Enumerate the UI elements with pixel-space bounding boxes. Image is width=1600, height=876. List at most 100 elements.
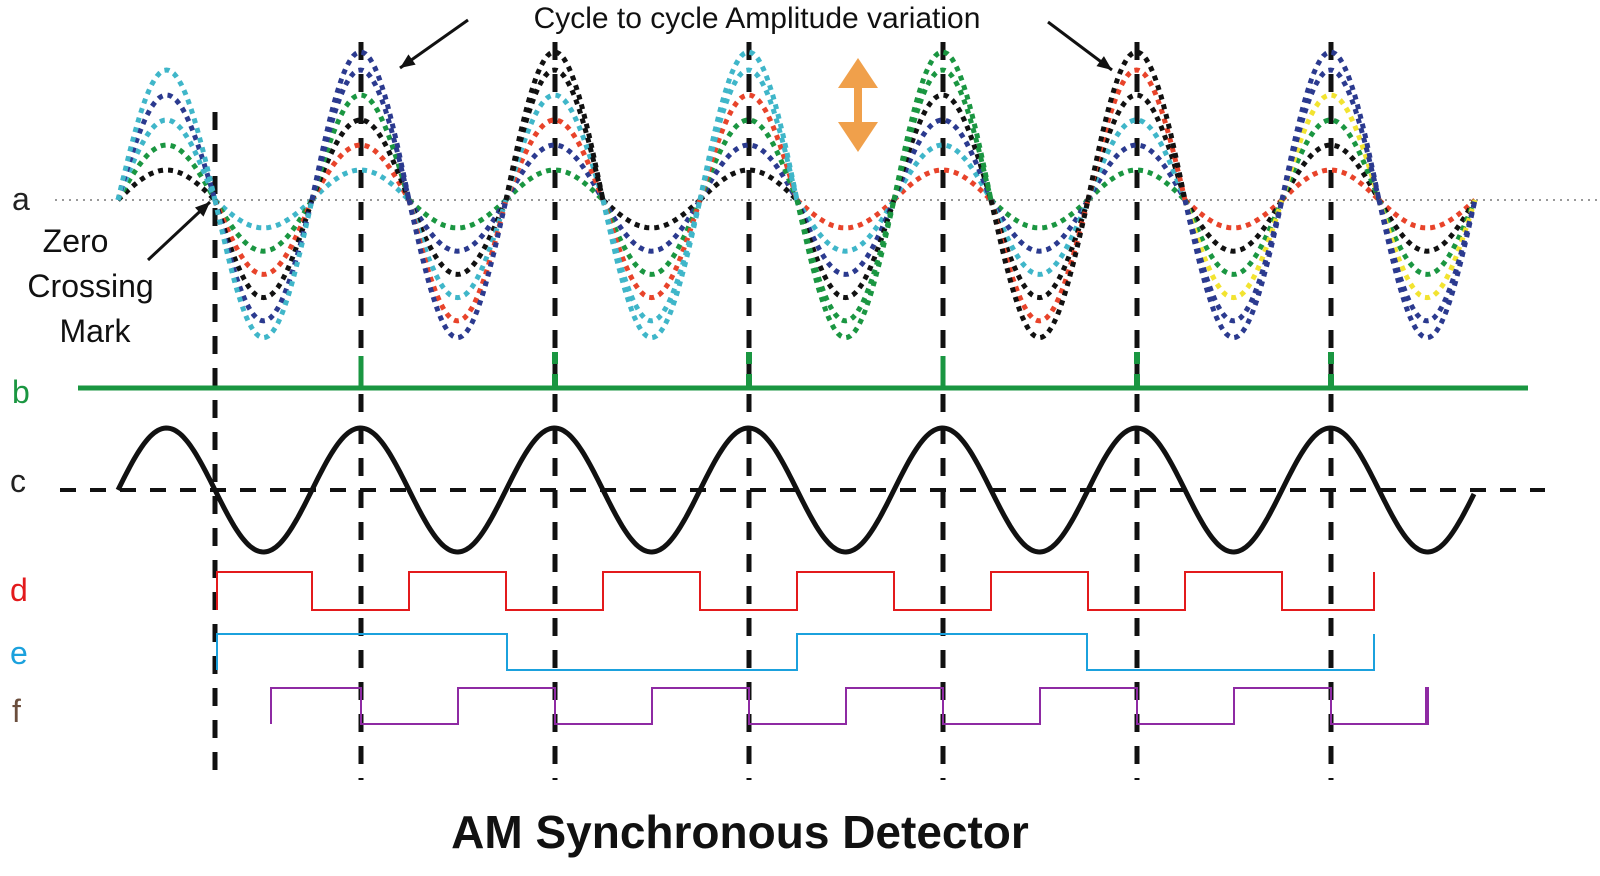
trace-a-halfcycle-1-5 — [309, 49, 412, 201]
signal-a-traces — [115, 49, 1478, 341]
trace-a-halfcycle-12-0 — [1377, 198, 1477, 231]
trace-a-halfcycle-1-1 — [309, 142, 412, 202]
trace-a-halfcycle-2-5 — [406, 199, 509, 341]
trace-a-halfcycle-5-4 — [697, 67, 800, 201]
variation-arrow-shaft — [854, 80, 862, 128]
trace-a-halfcycle-3-4 — [503, 67, 606, 201]
annotation-arrows — [146, 18, 1113, 262]
signal-c-waveform — [115, 425, 1477, 555]
trace-a-halfcycle-7-0 — [892, 167, 993, 202]
amplitude-arrow-right-head — [1096, 56, 1112, 70]
trace-a-halfcycle-11-3 — [1279, 92, 1382, 201]
trace-a-halfcycle-5-3 — [697, 92, 800, 201]
signal-b-pulse-train — [78, 352, 1528, 391]
trace-a-halfcycle-7-4 — [891, 67, 994, 201]
variation-arrow-up-head — [838, 58, 878, 88]
trace-a-halfcycle-6-0 — [795, 198, 896, 231]
trace-a-halfcycle-7-1 — [891, 142, 994, 202]
trace-a-lobe-0-2 — [115, 117, 218, 201]
amplitude-arrow-left-head — [400, 54, 416, 68]
trace-a-halfcycle-11-5 — [1279, 49, 1382, 201]
trace-a-halfcycle-1-2 — [309, 117, 412, 201]
trace-a-halfcycle-12-1 — [1376, 198, 1478, 254]
trace-a-halfcycle-3-1 — [503, 142, 606, 202]
square-wave-d — [216, 571, 1375, 611]
baselines — [55, 199, 1600, 492]
variation-arrow-down-head — [838, 122, 878, 152]
signal-c-sine — [115, 425, 1477, 555]
trace-a-halfcycle-12-3 — [1376, 199, 1478, 301]
trace-a-halfcycle-8-3 — [988, 199, 1091, 301]
trace-a-halfcycle-5-1 — [697, 142, 800, 202]
trace-a-halfcycle-1-4 — [309, 67, 412, 201]
signal-label-f: f — [12, 693, 21, 729]
amplitude-variation-label: Cycle to cycle Amplitude variation — [534, 2, 981, 35]
trace-a-halfcycle-4-5 — [600, 199, 703, 341]
signal-label-a: a — [12, 181, 30, 217]
signal-label-b: b — [12, 374, 30, 410]
signal-label-d: d — [10, 572, 28, 608]
trace-a-halfcycle-5-5 — [697, 49, 800, 201]
trace-a-halfcycle-9-2 — [1085, 117, 1188, 201]
zero-crossing-line-2: Crossing — [27, 268, 153, 304]
trace-a-halfcycle-4-2 — [600, 199, 703, 277]
trace-a-halfcycle-1-3 — [309, 92, 412, 201]
trace-a-halfcycle-5-0 — [698, 167, 799, 202]
trace-a-halfcycle-6-2 — [794, 199, 897, 277]
trace-a-halfcycle-3-3 — [503, 92, 606, 201]
trace-a-halfcycle-9-3 — [1085, 92, 1188, 201]
trace-a-halfcycle-10-2 — [1182, 199, 1285, 277]
trace-a-halfcycle-8-5 — [988, 199, 1091, 341]
zero-crossing-line-1: Zero — [43, 223, 109, 259]
square-waves — [216, 571, 1429, 725]
trace-a-halfcycle-11-4 — [1279, 67, 1382, 201]
trace-a-halfcycle-9-5 — [1085, 49, 1188, 201]
trace-a-halfcycle-11-1 — [1279, 142, 1382, 202]
trace-a-halfcycle-8-2 — [988, 199, 1091, 277]
signal-label-c: c — [10, 463, 26, 499]
trace-a-halfcycle-3-2 — [503, 117, 606, 201]
trace-a-halfcycle-10-0 — [1183, 198, 1284, 231]
square-wave-f — [270, 687, 1429, 725]
trace-a-halfcycle-8-1 — [988, 198, 1091, 254]
signal-label-e: e — [10, 635, 28, 671]
trace-a-halfcycle-0-5 — [212, 199, 315, 341]
trace-a-halfcycle-11-0 — [1280, 167, 1381, 202]
trace-a-halfcycle-2-3 — [406, 199, 509, 301]
trace-a-halfcycle-4-1 — [600, 198, 703, 254]
trace-a-lobe-0-1 — [115, 142, 218, 202]
trace-a-lobe-0-0 — [116, 167, 217, 202]
trace-a-halfcycle-0-3 — [212, 199, 315, 301]
trace-a-halfcycle-11-2 — [1279, 117, 1382, 201]
trace-a-halfcycle-4-0 — [601, 198, 702, 231]
trace-a-halfcycle-12-2 — [1376, 199, 1478, 277]
trace-a-halfcycle-7-3 — [891, 92, 994, 201]
zero-crossing-markers — [212, 42, 1334, 780]
trace-a-halfcycle-7-5 — [891, 49, 994, 201]
zero-crossing-label: Zero Crossing Mark — [27, 223, 162, 349]
trace-a-halfcycle-10-5 — [1182, 199, 1285, 341]
trace-a-halfcycle-0-2 — [212, 199, 315, 277]
trace-a-halfcycle-6-5 — [794, 199, 897, 341]
square-wave-e — [216, 633, 1375, 671]
diagram-title: AM Synchronous Detector — [451, 806, 1029, 858]
trace-a-halfcycle-2-2 — [406, 199, 509, 277]
trace-a-halfcycle-1-0 — [310, 167, 411, 202]
trace-a-halfcycle-3-0 — [504, 167, 605, 202]
trace-a-lobe-0-4 — [115, 67, 218, 201]
trace-a-halfcycle-2-1 — [406, 198, 509, 254]
trace-a-lobe-0-3 — [115, 92, 218, 201]
trace-a-halfcycle-0-1 — [212, 198, 315, 254]
trace-a-halfcycle-8-0 — [989, 198, 1090, 231]
trace-a-halfcycle-9-0 — [1086, 167, 1187, 202]
zero-crossing-arrow-head — [194, 202, 210, 217]
trace-a-halfcycle-12-5 — [1376, 199, 1478, 341]
trace-a-halfcycle-4-3 — [600, 199, 703, 301]
trace-a-halfcycle-6-1 — [794, 198, 897, 254]
trace-a-halfcycle-5-2 — [697, 117, 800, 201]
trace-a-halfcycle-10-1 — [1182, 198, 1285, 254]
trace-a-halfcycle-9-4 — [1085, 67, 1188, 201]
trace-a-halfcycle-2-0 — [407, 198, 508, 231]
trace-a-halfcycle-9-1 — [1085, 142, 1188, 202]
